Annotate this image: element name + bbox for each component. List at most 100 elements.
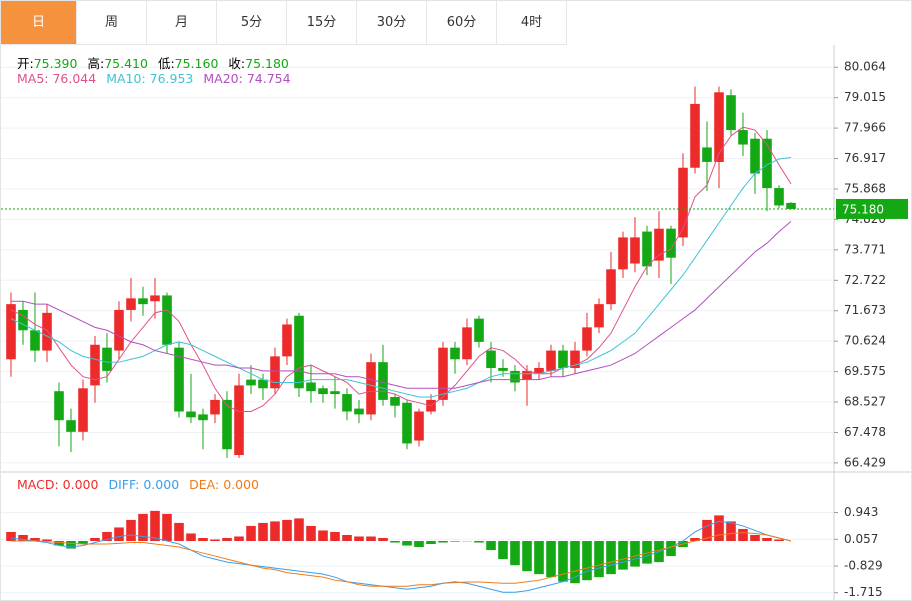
candle-body: [546, 350, 556, 371]
y-tick-label: 68.527: [844, 395, 886, 409]
candle-body: [474, 318, 484, 342]
macd-bar: [450, 541, 460, 542]
candle-body: [282, 324, 292, 357]
candle-body: [570, 350, 580, 368]
candle-body: [450, 347, 460, 360]
y-tick-label: 71.673: [844, 303, 886, 317]
macd-bar: [150, 510, 160, 542]
macd-bar: [90, 537, 100, 542]
info-item: 收:75.180: [228, 53, 288, 72]
candle-body: [534, 367, 544, 374]
tab[interactable]: 4时: [497, 1, 567, 45]
macd-bar: [174, 522, 184, 542]
tab[interactable]: 月: [147, 1, 217, 45]
candle-body: [318, 388, 328, 395]
candle-body: [138, 298, 148, 305]
info-item: 开:75.390: [17, 53, 77, 72]
macd-bar: [186, 533, 196, 542]
y-tick-label: 67.478: [844, 425, 886, 439]
y-tick-label: 69.575: [844, 364, 886, 378]
candle-body: [66, 420, 76, 432]
tab[interactable]: 周: [77, 1, 147, 45]
candle-body: [342, 394, 352, 412]
candle-body: [42, 312, 52, 351]
tab[interactable]: 5分: [217, 1, 287, 45]
candle-body: [354, 408, 364, 415]
candle-body: [606, 269, 616, 305]
info-value: 75.180: [245, 56, 289, 71]
macd-line: [11, 532, 792, 587]
y-tick-label: 72.722: [844, 273, 886, 287]
macd-bar: [54, 541, 64, 546]
candle-body: [486, 350, 496, 368]
candle-body: [234, 385, 244, 456]
tab-bar: 日周月 5分 15分 30分 60分 4时: [1, 1, 567, 45]
macd-bar: [510, 541, 520, 566]
y-tick-label: 77.966: [844, 121, 886, 135]
candle-body: [510, 370, 520, 383]
macd-bar: [66, 541, 76, 549]
tab[interactable]: 30分: [357, 1, 427, 45]
candle-body: [738, 130, 748, 145]
y-tick-label: 79.015: [844, 90, 886, 104]
y-tick-label: 80.064: [844, 60, 886, 74]
candle-body: [102, 347, 112, 371]
macd-bar: [138, 513, 148, 542]
info-value: 75.160: [174, 56, 219, 71]
macd-bar: [18, 534, 28, 542]
macd-bar: [414, 541, 424, 548]
legend-entry: MACD: 0.000: [17, 477, 99, 492]
macd-bar: [6, 531, 16, 542]
candle-body: [678, 167, 688, 238]
candle-body: [786, 202, 796, 209]
candle-body: [630, 237, 640, 264]
candle-body: [54, 391, 64, 421]
candle-body: [462, 327, 472, 360]
ma-legend: MA5: 76.044 MA10: 76.953 MA20: 74.754: [17, 71, 291, 86]
macd-bar: [714, 515, 724, 542]
candle-body: [726, 95, 736, 131]
last-price-box: [836, 198, 908, 219]
macd-bar: [486, 541, 496, 551]
macd-bar: [606, 541, 616, 575]
candle-body: [750, 138, 760, 174]
macd-bar: [162, 513, 172, 542]
macd-bar: [738, 528, 748, 542]
macd-bar: [750, 534, 760, 542]
candle-body: [762, 138, 772, 189]
candle-body: [162, 295, 172, 345]
macd-bar: [258, 522, 268, 542]
tab[interactable]: 日: [1, 1, 77, 45]
macd-bar: [630, 541, 640, 567]
macd-bar: [114, 527, 124, 542]
macd-bar: [402, 541, 412, 546]
info-value: 75.410: [104, 56, 148, 71]
candle-body: [702, 147, 712, 162]
candle-body: [618, 237, 628, 270]
macd-bar: [42, 539, 52, 542]
info-item: 低:75.160: [158, 53, 218, 72]
macd-bar: [438, 541, 448, 543]
legend-entry: DEA: 0.000: [189, 477, 259, 492]
macd-bar: [498, 541, 508, 560]
macd-bar: [234, 536, 244, 542]
macd-bar: [318, 530, 328, 542]
ohlc-info: 开:75.390 高:75.410 低:75.160 收:75.180: [17, 53, 289, 72]
y-tick-label: 70.624: [844, 334, 886, 348]
candle-body: [666, 228, 676, 258]
macd-bar: [690, 537, 700, 542]
candle-body: [306, 382, 316, 392]
macd-bar: [582, 541, 592, 581]
candle-body: [714, 92, 724, 162]
candle-body: [366, 362, 376, 415]
tab[interactable]: 15分: [287, 1, 357, 45]
legend-entry: MA5: 76.044: [17, 71, 97, 86]
tab[interactable]: 60分: [427, 1, 497, 45]
macd-bar: [102, 531, 112, 542]
candle-body: [198, 414, 208, 421]
candle-body: [222, 399, 232, 450]
candle-body: [78, 388, 88, 432]
macd-legend: MACD: 0.000 DIFF: 0.000 DEA: 0.000: [17, 477, 259, 492]
candle-body: [402, 402, 412, 444]
info-item: 高:75.410: [87, 53, 147, 72]
